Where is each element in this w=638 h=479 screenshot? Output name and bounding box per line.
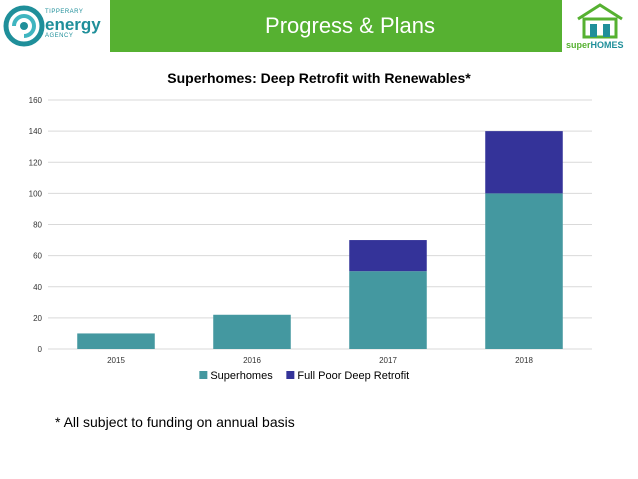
title-bar: Progress & Plans bbox=[110, 0, 562, 52]
bar-superhomes-2015 bbox=[77, 333, 155, 349]
bar-full-poor-deep-retrofit-2018 bbox=[485, 131, 563, 194]
bar-superhomes-2016 bbox=[213, 314, 291, 349]
legend-swatch bbox=[199, 371, 208, 379]
y-tick-label: 80 bbox=[33, 221, 42, 230]
x-tick-label: 2017 bbox=[379, 356, 397, 365]
legend-swatch bbox=[286, 371, 295, 379]
y-tick-label: 160 bbox=[29, 96, 43, 105]
x-tick-label: 2018 bbox=[515, 356, 533, 365]
logo-part-2: HOMES bbox=[590, 40, 624, 50]
logo-line-2: energy bbox=[45, 15, 101, 34]
bar-full-poor-deep-retrofit-2017 bbox=[349, 240, 427, 272]
y-tick-label: 120 bbox=[29, 158, 43, 167]
superhomes-logo: superHOMES bbox=[562, 0, 638, 52]
house-icon bbox=[577, 3, 623, 39]
header: TIPPERARY energy AGENCY Progress & Plans… bbox=[0, 0, 638, 52]
y-tick-label: 140 bbox=[29, 127, 43, 136]
y-tick-label: 0 bbox=[38, 345, 43, 354]
legend-label: Full Poor Deep Retrofit bbox=[297, 370, 409, 382]
page-title: Progress & Plans bbox=[265, 13, 435, 38]
bar-superhomes-2017 bbox=[349, 271, 427, 349]
legend-label: Superhomes bbox=[210, 370, 273, 382]
logo-line-1: TIPPERARY bbox=[45, 9, 84, 15]
x-tick-label: 2015 bbox=[107, 356, 125, 365]
x-tick-label: 2016 bbox=[243, 356, 261, 365]
footnote: * All subject to funding on annual basis bbox=[55, 414, 295, 430]
y-tick-label: 20 bbox=[33, 314, 42, 323]
y-tick-label: 40 bbox=[33, 283, 42, 292]
y-tick-label: 100 bbox=[29, 189, 43, 198]
tipperary-energy-agency-logo: TIPPERARY energy AGENCY bbox=[0, 0, 110, 52]
y-tick-label: 60 bbox=[33, 252, 42, 261]
swirl-icon bbox=[3, 5, 45, 47]
logo-part-1: super bbox=[566, 40, 591, 50]
logo-line-3: AGENCY bbox=[45, 33, 74, 39]
chart-title: Superhomes: Deep Retrofit with Renewable… bbox=[167, 70, 471, 86]
bar-superhomes-2018 bbox=[485, 193, 563, 349]
